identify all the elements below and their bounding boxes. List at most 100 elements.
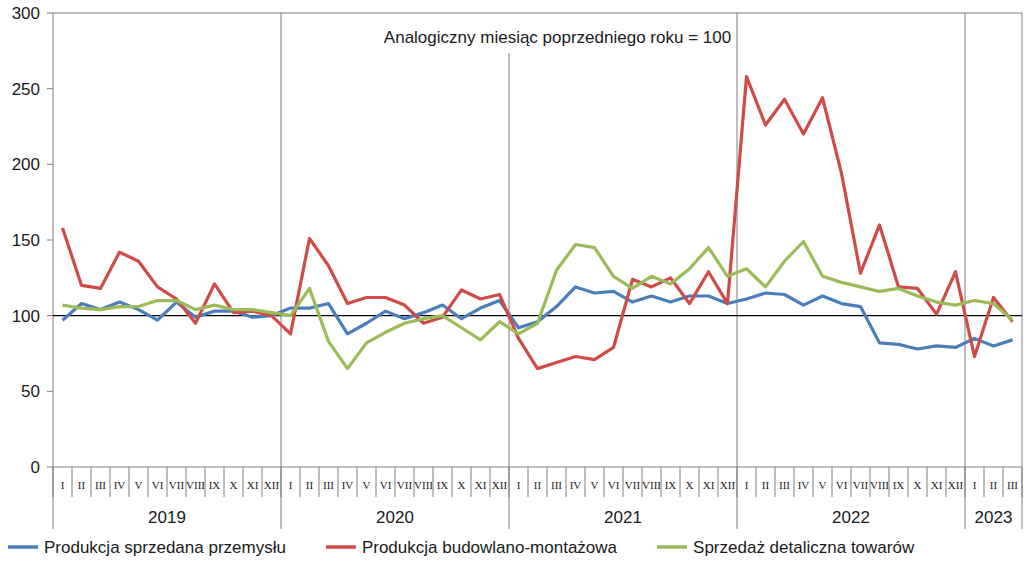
x-tick-label: IX	[437, 479, 449, 491]
x-tick-label: VIII	[414, 479, 433, 491]
x-tick	[319, 467, 320, 497]
x-tick	[775, 467, 776, 497]
x-tick-label: I	[517, 479, 521, 491]
x-tick	[395, 467, 396, 497]
x-tick	[129, 467, 130, 497]
x-tick	[471, 467, 472, 497]
x-tick	[1003, 467, 1004, 497]
x-tick	[946, 467, 947, 497]
x-tick-label: VI	[608, 479, 620, 491]
x-tick-label: V	[819, 479, 827, 491]
x-tick-label: XII	[492, 479, 508, 491]
year-label: 2022	[832, 508, 870, 527]
y-tick	[47, 240, 53, 241]
year-separator	[281, 13, 282, 529]
chart: Analogiczny miesiąc poprzedniego roku = …	[0, 0, 1024, 567]
x-tick	[262, 467, 263, 497]
legend-label: Sprzedaż detaliczna towarów	[693, 538, 915, 557]
x-tick-label: VI	[836, 479, 848, 491]
x-tick-label: II	[762, 479, 770, 491]
x-tick-label: II	[306, 479, 314, 491]
x-tick-label: VII	[625, 479, 641, 491]
year-label: 2023	[975, 508, 1013, 527]
x-tick	[528, 467, 529, 497]
x-tick-label: II	[78, 479, 86, 491]
y-tick	[47, 315, 53, 316]
y-tick-label: 50	[21, 382, 40, 401]
x-tick-label: XII	[264, 479, 280, 491]
x-tick	[91, 467, 92, 497]
x-tick-label: V	[363, 479, 371, 491]
y-tick-label: 250	[12, 80, 40, 99]
x-tick	[699, 467, 700, 497]
x-tick-label: XI	[931, 479, 943, 491]
x-tick-label: XII	[948, 479, 964, 491]
x-tick	[794, 467, 795, 497]
x-tick-label: I	[61, 479, 65, 491]
x-tick-label: IX	[209, 479, 221, 491]
x-tick-label: VII	[397, 479, 413, 491]
x-tick-label: III	[551, 479, 562, 491]
y-tick-label: 150	[12, 231, 40, 250]
x-tick	[604, 467, 605, 497]
x-tick	[984, 467, 985, 497]
x-tick	[376, 467, 377, 497]
x-tick	[490, 467, 491, 497]
x-tick	[547, 467, 548, 497]
x-tick-label: III	[95, 479, 106, 491]
x-tick	[72, 467, 73, 497]
y-tick-label: 200	[12, 155, 40, 174]
x-tick-label: VIII	[870, 479, 889, 491]
x-tick-label: IX	[665, 479, 677, 491]
x-tick-label: IV	[798, 479, 810, 491]
x-tick	[680, 467, 681, 497]
x-tick-label: VI	[152, 479, 164, 491]
series-line	[63, 242, 1013, 369]
x-tick	[224, 467, 225, 497]
x-tick-label: XII	[720, 479, 736, 491]
legend-label: Produkcja sprzedana przemysłu	[44, 538, 286, 557]
x-tick-label: II	[990, 479, 998, 491]
x-tick-label: IV	[570, 479, 582, 491]
x-tick	[338, 467, 339, 497]
x-tick	[300, 467, 301, 497]
x-tick	[357, 467, 358, 497]
x-tick	[623, 467, 624, 497]
x-tick	[566, 467, 567, 497]
x-tick-label: XI	[475, 479, 487, 491]
x-tick-label: V	[591, 479, 599, 491]
legend-swatch	[657, 545, 687, 549]
x-tick-label: X	[230, 479, 238, 491]
x-tick-label: III	[779, 479, 790, 491]
y-tick-label: 300	[12, 4, 40, 23]
x-tick-label: VI	[380, 479, 392, 491]
x-tick	[927, 467, 928, 497]
x-tick	[832, 467, 833, 497]
x-tick-label: X	[458, 479, 466, 491]
year-separator	[53, 467, 54, 529]
y-tick	[47, 391, 53, 392]
x-tick-label: III	[323, 479, 334, 491]
year-separator	[965, 13, 966, 529]
x-tick	[585, 467, 586, 497]
y-tick	[47, 88, 53, 89]
y-tick	[47, 13, 53, 14]
series-line	[63, 287, 1013, 349]
x-tick	[756, 467, 757, 497]
x-tick-label: VII	[169, 479, 185, 491]
x-tick	[110, 467, 111, 497]
legend-swatch	[8, 545, 38, 549]
year-label: 2019	[148, 508, 186, 527]
x-tick-label: IX	[893, 479, 905, 491]
year-separator	[509, 53, 510, 529]
x-tick	[452, 467, 453, 497]
legend: Produkcja sprzedana przemysłuProdukcja b…	[8, 538, 915, 557]
x-tick	[851, 467, 852, 497]
x-tick-label: I	[289, 479, 293, 491]
x-tick-label: I	[745, 479, 749, 491]
x-tick-label: XI	[703, 479, 715, 491]
x-tick-label: IV	[342, 479, 354, 491]
plot-area	[53, 77, 1022, 369]
year-label: 2021	[604, 508, 642, 527]
x-tick	[813, 467, 814, 497]
